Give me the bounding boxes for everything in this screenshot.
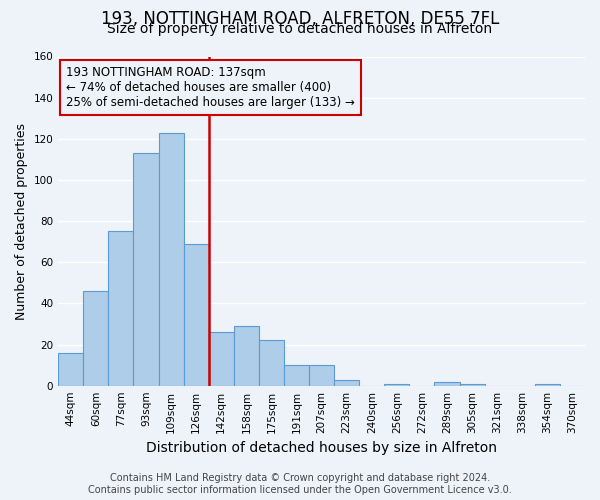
Bar <box>158 132 184 386</box>
Bar <box>309 365 334 386</box>
Text: Contains HM Land Registry data © Crown copyright and database right 2024.
Contai: Contains HM Land Registry data © Crown c… <box>88 474 512 495</box>
Bar <box>259 340 284 386</box>
Text: 193, NOTTINGHAM ROAD, ALFRETON, DE55 7FL: 193, NOTTINGHAM ROAD, ALFRETON, DE55 7FL <box>101 10 499 28</box>
Bar <box>209 332 234 386</box>
Bar <box>385 384 409 386</box>
Bar <box>535 384 560 386</box>
Bar <box>184 244 209 386</box>
Bar <box>334 380 359 386</box>
Bar <box>234 326 259 386</box>
Bar <box>460 384 485 386</box>
Y-axis label: Number of detached properties: Number of detached properties <box>15 122 28 320</box>
Bar <box>58 353 83 386</box>
Bar <box>133 153 158 386</box>
Bar <box>109 232 133 386</box>
Bar <box>284 365 309 386</box>
Bar <box>434 382 460 386</box>
X-axis label: Distribution of detached houses by size in Alfreton: Distribution of detached houses by size … <box>146 441 497 455</box>
Text: Size of property relative to detached houses in Alfreton: Size of property relative to detached ho… <box>107 22 493 36</box>
Bar <box>83 291 109 386</box>
Text: 193 NOTTINGHAM ROAD: 137sqm
← 74% of detached houses are smaller (400)
25% of se: 193 NOTTINGHAM ROAD: 137sqm ← 74% of det… <box>66 66 355 110</box>
